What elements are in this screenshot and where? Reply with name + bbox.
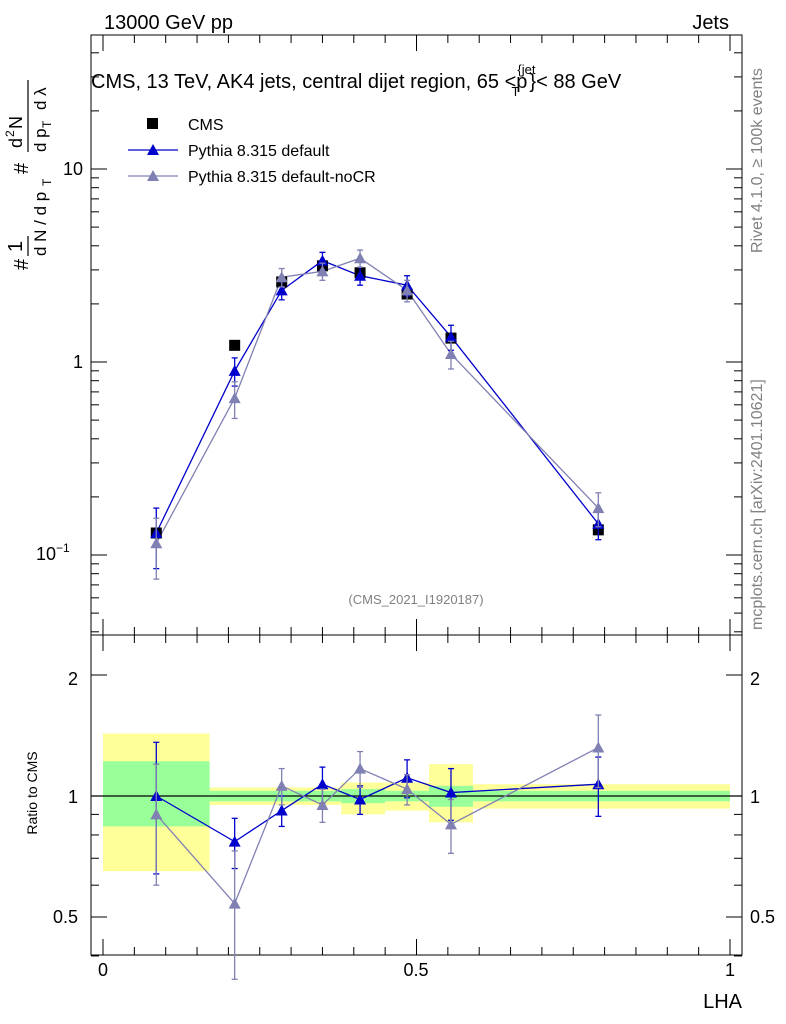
ratio-point-default	[228, 835, 241, 847]
main-point-nocr	[228, 392, 241, 404]
x-axis-label: LHA	[703, 991, 743, 1013]
ratio-y-axis-label: Ratio to CMS	[24, 751, 40, 834]
ratio-point-default	[444, 786, 457, 798]
legend-label-cms: CMS	[188, 117, 224, 134]
main-panel: 10−1 1 10 # 1 d N / d p T # d 2 N d p T …	[3, 34, 743, 636]
main-point-nocr	[316, 265, 329, 277]
ratio-point-default	[275, 804, 288, 816]
main-point-default	[444, 330, 457, 342]
ratio-data-layer	[150, 714, 605, 980]
main-point-nocr	[401, 284, 414, 296]
ratio-point-nocr	[354, 762, 367, 774]
ratio-panel: 2 1 0.5 2 1 0.5 Ratio to CMS 0 0.5 1 LHA	[24, 634, 775, 1013]
ratio-y-ticks	[91, 674, 742, 957]
y-tick-label-1: 1	[73, 352, 83, 372]
ratio-point-nocr	[401, 783, 414, 795]
ratio-point-nocr	[444, 818, 457, 830]
legend-label-nocr: Pythia 8.315 default-noCR	[188, 169, 376, 186]
ratio-line-nocr	[155, 746, 599, 905]
legend-marker-cms	[147, 118, 158, 129]
svg-text:1: 1	[5, 241, 27, 252]
ratio-point-nocr	[228, 897, 241, 909]
ratio-y-tick-label-2-left: 2	[68, 669, 78, 689]
main-line-nocr	[155, 257, 599, 544]
main-point-nocr	[444, 348, 457, 360]
legend-marker-default	[147, 144, 159, 155]
ratio-point-default	[316, 778, 329, 790]
analysis-watermark: (CMS_2021_I1920187)	[348, 592, 483, 607]
svg-text:T: T	[40, 120, 54, 128]
svg-text:d N / d p: d N / d p	[31, 192, 50, 256]
main-point-nocr	[592, 502, 605, 514]
ratio-y-tick-label-1-left: 1	[68, 787, 78, 807]
main-point-nocr	[275, 271, 288, 283]
svg-text:N: N	[6, 116, 26, 129]
x-tick-label-1: 1	[725, 960, 735, 980]
ratio-point-nocr	[592, 741, 605, 753]
main-data-layer	[150, 249, 605, 580]
y-tick-label-10: 10	[63, 159, 83, 179]
ratio-point-default	[354, 793, 367, 805]
main-y-ticks	[91, 52, 742, 633]
main-point-cms	[229, 339, 241, 351]
ratio-x-ticks	[102, 635, 731, 955]
main-point-default	[275, 284, 288, 296]
side-label-mcplots: mcplots.cern.ch [arXiv:2401.10621]	[749, 379, 766, 630]
ratio-y-tick-label-0.5-right: 0.5	[750, 907, 775, 927]
ratio-y-tick-label-1-right: 1	[750, 787, 760, 807]
svg-text:#: #	[11, 258, 33, 270]
main-point-nocr	[354, 252, 367, 264]
ratio-point-nocr	[275, 779, 288, 791]
header-left: 13000 GeV pp	[104, 12, 233, 34]
main-y-axis-label: # 1 d N / d p T # d 2 N d p T d λ	[3, 80, 54, 270]
ratio-line-default	[155, 777, 599, 843]
ratio-point-nocr	[150, 808, 163, 820]
main-line-default	[155, 259, 599, 534]
side-label-rivet: Rivet 4.1.0, ≥ 100k events	[749, 68, 766, 253]
svg-text:d p: d p	[31, 128, 50, 152]
svg-text:2: 2	[3, 130, 17, 137]
main-x-ticks	[102, 35, 731, 635]
main-point-default	[354, 269, 367, 281]
ratio-y-tick-label-2-right: 2	[750, 669, 760, 689]
ratio-point-nocr	[316, 798, 329, 810]
legend: CMS Pythia 8.315 default Pythia 8.315 de…	[128, 117, 376, 186]
main-point-nocr	[150, 537, 163, 549]
ratio-y-tick-label-0.5-left: 0.5	[53, 907, 78, 927]
plot-title: CMS, 13 TeV, AK4 jets, central dijet reg…	[91, 62, 622, 99]
legend-label-default: Pythia 8.315 default	[188, 143, 330, 160]
main-point-default	[228, 364, 241, 376]
x-tick-label-0.5: 0.5	[403, 960, 428, 980]
svg-text:d: d	[6, 138, 26, 148]
y-tick-label-0.1: 10−1	[36, 541, 70, 564]
header-right: Jets	[692, 12, 729, 34]
svg-text:T: T	[40, 178, 54, 186]
svg-text:d λ: d λ	[31, 87, 50, 110]
legend-marker-nocr	[147, 170, 159, 181]
ratio-bands	[103, 733, 730, 872]
x-tick-label-0: 0	[98, 960, 108, 980]
svg-text:#: #	[11, 162, 33, 174]
